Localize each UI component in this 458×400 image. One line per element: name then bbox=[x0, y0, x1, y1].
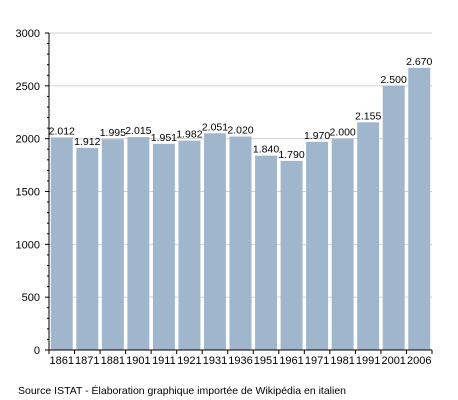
data-label: 2.020 bbox=[227, 125, 253, 137]
y-tick-label: 2000 bbox=[16, 134, 40, 146]
data-label: 2.670 bbox=[406, 56, 432, 68]
bars bbox=[50, 67, 431, 351]
x-tick-label: 1951 bbox=[254, 355, 278, 367]
x-tick-label: 1871 bbox=[75, 355, 99, 367]
bar bbox=[280, 160, 303, 350]
data-label: 1.951 bbox=[151, 132, 177, 144]
bar bbox=[127, 137, 150, 350]
data-label: 1.982 bbox=[176, 129, 202, 141]
bar bbox=[306, 141, 329, 350]
x-tick-label: 1921 bbox=[177, 355, 201, 367]
y-axis-tick-labels: 0 500 1000 1500 2000 2500 3000 bbox=[16, 28, 40, 357]
bar bbox=[50, 137, 73, 350]
x-tick-label: 1861 bbox=[50, 355, 74, 367]
x-tick-label: 2001 bbox=[381, 355, 405, 367]
bar bbox=[203, 133, 226, 350]
x-tick-label: 1971 bbox=[305, 355, 329, 367]
y-tick-label: 1500 bbox=[16, 187, 40, 199]
bar bbox=[229, 136, 252, 350]
bar bbox=[255, 155, 278, 350]
data-label: 2.051 bbox=[202, 121, 228, 133]
data-label: 2.012 bbox=[49, 125, 75, 137]
x-tick-label: 1936 bbox=[228, 355, 252, 367]
data-label: 1.790 bbox=[278, 149, 304, 161]
x-tick-label: 1911 bbox=[152, 355, 176, 367]
data-label: 1.995 bbox=[100, 127, 126, 139]
bar bbox=[101, 139, 124, 350]
data-label: 1.912 bbox=[74, 136, 100, 148]
y-tick-label: 0 bbox=[34, 345, 40, 357]
data-label: 2.015 bbox=[125, 125, 151, 137]
bar bbox=[178, 140, 201, 350]
source-caption: Source ISTAT - Élaboration graphique imp… bbox=[18, 384, 346, 397]
x-tick-label: 1881 bbox=[101, 355, 125, 367]
x-tick-label: 1931 bbox=[203, 355, 227, 367]
x-tick-label: 1981 bbox=[330, 355, 354, 367]
data-label: 2.155 bbox=[355, 110, 381, 122]
x-tick-label: 1901 bbox=[126, 355, 150, 367]
x-axis-tick-labels: 1861 1871 1881 1901 1911 1921 1931 1936 1951 1961… bbox=[48, 350, 433, 367]
y-tick-label: 2500 bbox=[16, 81, 40, 93]
data-label: 1.970 bbox=[304, 130, 330, 142]
bar bbox=[357, 122, 380, 350]
data-label: 2.000 bbox=[329, 127, 355, 139]
y-tick-label: 3000 bbox=[16, 28, 40, 40]
bar bbox=[331, 138, 354, 350]
y-tick-label: 500 bbox=[22, 292, 40, 304]
x-tick-label: 1961 bbox=[279, 355, 303, 367]
bar bbox=[76, 147, 99, 350]
bar bbox=[382, 85, 405, 350]
bar bbox=[408, 67, 431, 351]
bar bbox=[152, 143, 175, 350]
x-tick-label: 2006 bbox=[407, 355, 431, 367]
data-label: 2.500 bbox=[381, 74, 407, 86]
y-tick-label: 1000 bbox=[16, 239, 40, 251]
data-label: 1.840 bbox=[253, 144, 279, 156]
x-tick-label: 1991 bbox=[356, 355, 380, 367]
